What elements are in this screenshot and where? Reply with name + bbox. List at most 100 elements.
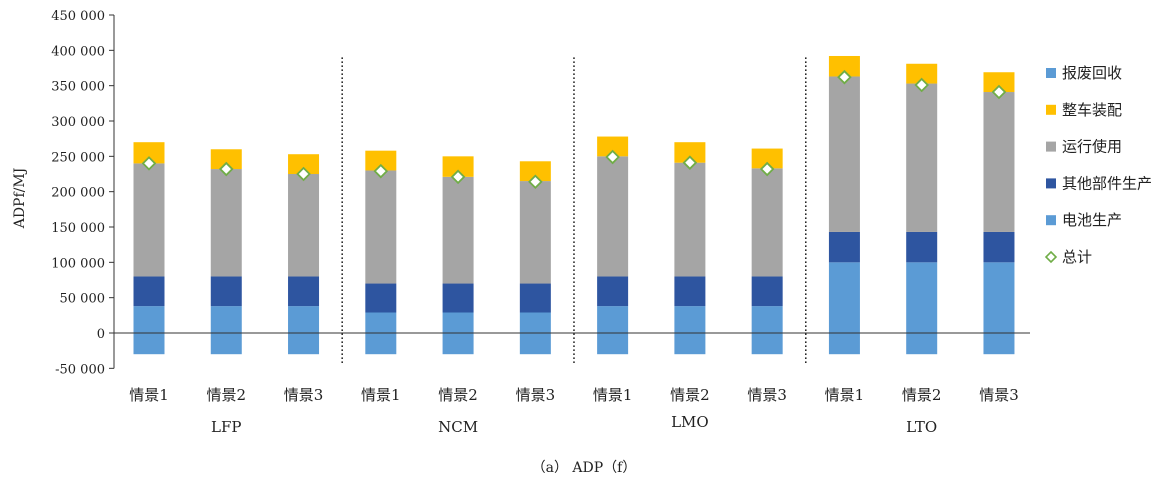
x-tick-label: 情景3 [979,386,1019,404]
legend-label: 总计 [1062,248,1092,266]
bar-operation [751,168,783,277]
x-tick-label: 情景3 [516,386,556,404]
legend-label: 其他部件生产 [1062,174,1152,192]
bar-recycling [674,333,706,355]
group-separators [341,57,807,364]
bar-assembly [133,142,165,164]
bar-operation [983,92,1015,232]
bar-battery [674,306,706,333]
legend-marker [1044,250,1058,264]
bar-assembly [288,154,320,174]
total-marker [759,161,775,177]
bar-battery [365,312,397,333]
bar-operation [906,83,938,232]
y-tick-label: 0 [97,327,105,342]
bar-other-parts [288,276,320,307]
x-tick-label: 情景3 [284,386,324,404]
bar-recycling [983,333,1015,355]
bar-assembly [828,55,860,77]
bar-other-parts [519,283,551,313]
bar-operation [674,162,706,277]
x-tick-label: 情景2 [438,386,478,404]
bar-battery [751,306,783,333]
group-label: LFP [211,418,241,436]
legend-swatch [1046,215,1056,226]
bar-operation [365,170,397,284]
total-marker [837,69,852,85]
bar-recycling [442,333,474,355]
group-labels: LFP NCM LMO LTO [211,413,937,436]
bar-operation [442,176,474,284]
y-tick-label: 300 000 [51,115,105,130]
y-tick-label: 250 000 [51,150,105,165]
bar-recycling [133,333,165,355]
bar-other-parts [983,231,1015,263]
y-tick-label: 200 000 [51,186,105,201]
bar-recycling [365,333,397,355]
bar-battery [442,312,474,333]
bar-other-parts [906,231,938,263]
x-tick-label: 情景1 [593,386,633,404]
legend-label: 报废回收 [1062,64,1122,82]
y-tick-label: 150 000 [51,221,105,236]
y-tick-label: 450 000 [51,9,105,24]
y-tick-label: 100 000 [51,256,105,271]
legend-label: 整车装配 [1062,101,1122,119]
bar-other-parts [442,283,474,313]
legend-item: 电池生产 [1046,211,1122,229]
bar-other-parts [674,276,706,307]
bar-operation [519,181,551,284]
total-marker [296,166,311,182]
bar-assembly [674,142,706,163]
bar-assembly [983,72,1015,93]
bar-other-parts [365,283,397,313]
legend-item: 整车装配 [1046,101,1122,119]
y-axis-label: ADPf/MJ [12,168,28,230]
bar-battery [828,262,860,333]
bar-battery [983,262,1015,333]
legend-swatch [1046,104,1056,115]
y-axis-ticks: -50 000 0 50 000 100 000 150 000 200 000 250 0… [51,9,114,377]
total-marker [682,155,698,170]
y-tick-label: 50 000 [60,292,106,307]
total-marker [450,169,466,185]
bar-recycling [906,333,938,355]
total-marker [373,163,389,179]
bar-recycling [210,333,242,355]
legend-swatch [1046,178,1056,189]
bar-assembly [597,136,629,157]
bar-recycling [519,333,551,355]
y-tick-label: -50 000 [55,362,105,377]
x-tick-label: 情景2 [206,386,246,404]
bars [133,55,1015,355]
bar-assembly [906,63,938,84]
total-marker [218,161,234,177]
total-marker [991,84,1007,100]
group-label: LTO [906,418,937,436]
bar-recycling [751,333,783,355]
bar-recycling [597,333,629,355]
legend-item: 报废回收 [1046,64,1122,82]
x-tick-label: 情景2 [670,386,710,404]
bar-assembly [210,149,242,170]
bar-operation [210,169,242,277]
total-marker [528,174,543,190]
bar-operation [133,163,165,277]
bar-other-parts [828,231,860,263]
bar-other-parts [133,276,165,307]
bar-operation [597,156,629,277]
x-tick-label: 情景3 [747,386,787,404]
bar-other-parts [597,276,629,307]
group-label: LMO [671,413,709,431]
bar-battery [597,306,629,333]
x-tick-label: 情景1 [825,386,865,404]
total-marker [141,156,157,171]
legend-label: 电池生产 [1062,211,1122,229]
y-tick-label: 350 000 [51,80,105,95]
bar-battery [288,306,320,333]
legend-swatch [1046,141,1056,152]
legend-swatch [1046,68,1056,78]
total-markers [141,69,1007,190]
